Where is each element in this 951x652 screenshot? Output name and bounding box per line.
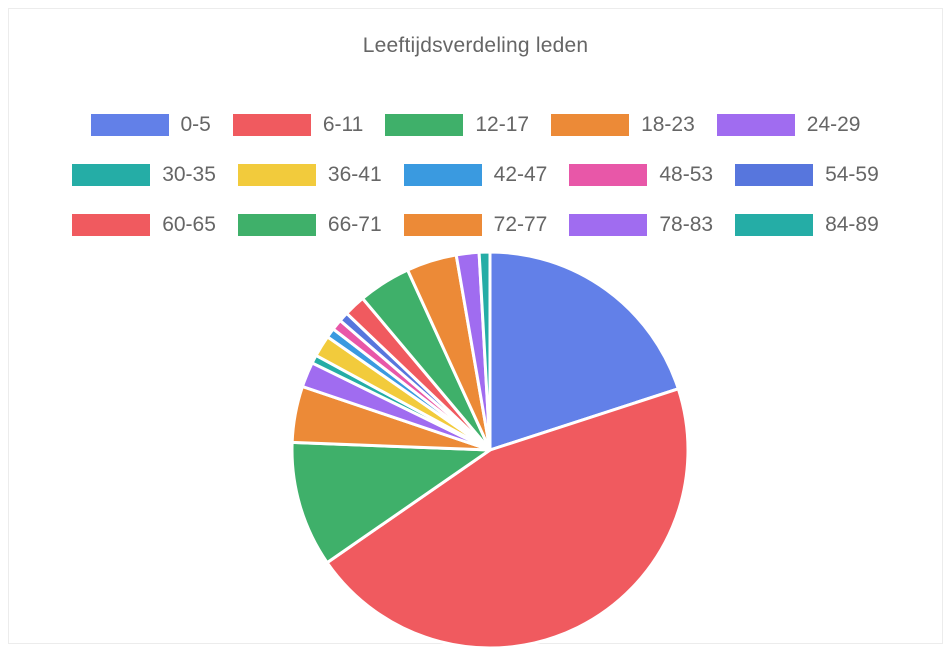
legend-item-12-17[interactable]: 12-17 bbox=[385, 113, 529, 137]
pie-slice-12-17[interactable] bbox=[290, 440, 495, 565]
legend-item-60-65[interactable]: 60-65 bbox=[72, 213, 216, 237]
legend-label: 66-71 bbox=[327, 213, 382, 236]
legend-label: 60-65 bbox=[162, 213, 216, 236]
legend-item-48-53[interactable]: 48-53 bbox=[569, 163, 713, 187]
legend-label: 42-47 bbox=[493, 163, 548, 186]
legend-item-42-47[interactable]: 42-47 bbox=[403, 163, 548, 187]
legend-swatch bbox=[735, 164, 814, 186]
legend-swatch bbox=[237, 214, 316, 236]
legend-label: 36-41 bbox=[327, 163, 382, 186]
legend-label: 12-17 bbox=[475, 113, 530, 136]
legend-swatch bbox=[385, 114, 464, 136]
legend-item-0-5[interactable]: 0-5 bbox=[90, 113, 211, 137]
legend-item-24-29[interactable]: 24-29 bbox=[716, 113, 861, 137]
legend-label: 0-5 bbox=[180, 113, 211, 136]
legend-item-6-11[interactable]: 6-11 bbox=[232, 113, 364, 137]
legend-item-54-59[interactable]: 54-59 bbox=[735, 163, 879, 187]
legend-item-30-35[interactable]: 30-35 bbox=[72, 163, 216, 187]
legend-swatch bbox=[551, 114, 630, 136]
legend-row: 0-5 6-11 12-17 18-23 24-29 bbox=[0, 100, 951, 150]
legend-swatch bbox=[716, 114, 795, 136]
legend-swatch bbox=[735, 214, 814, 236]
legend-item-36-41[interactable]: 36-41 bbox=[237, 163, 382, 187]
legend-item-78-83[interactable]: 78-83 bbox=[569, 213, 713, 237]
legend-label: 24-29 bbox=[806, 113, 861, 136]
legend-item-84-89[interactable]: 84-89 bbox=[735, 213, 879, 237]
legend-item-18-23[interactable]: 18-23 bbox=[551, 113, 695, 137]
legend-row: 60-65 66-71 72-77 78-83 84-89 bbox=[0, 200, 951, 250]
legend-swatch bbox=[403, 164, 482, 186]
pie-slice-0-5[interactable] bbox=[488, 250, 681, 453]
legend-item-72-77[interactable]: 72-77 bbox=[403, 213, 548, 237]
legend-swatch bbox=[90, 114, 169, 136]
legend-swatch bbox=[232, 114, 311, 136]
pie-slice-6-11[interactable] bbox=[325, 386, 690, 650]
legend-label: 54-59 bbox=[825, 163, 879, 186]
legend-swatch bbox=[403, 214, 482, 236]
legend-swatch bbox=[569, 164, 648, 186]
chart-title: Leeftijdsverdeling leden bbox=[362, 34, 589, 57]
legend-label: 78-83 bbox=[659, 213, 714, 236]
legend-label: 18-23 bbox=[641, 113, 695, 136]
legend-label: 48-53 bbox=[659, 163, 714, 186]
legend-label: 84-89 bbox=[825, 213, 879, 236]
legend-label: 6-11 bbox=[322, 113, 364, 136]
legend-label: 30-35 bbox=[162, 163, 216, 186]
legend-label: 72-77 bbox=[493, 213, 548, 236]
legend-swatch bbox=[237, 164, 316, 186]
legend-item-66-71[interactable]: 66-71 bbox=[237, 213, 382, 237]
pie-slice-84-89[interactable] bbox=[477, 250, 492, 451]
legend-swatch bbox=[569, 214, 648, 236]
chart-legend: 0-5 6-11 12-17 18-23 24-29 30-35 36-41 42-47 48… bbox=[0, 100, 951, 250]
legend-swatch bbox=[72, 214, 151, 236]
legend-swatch bbox=[72, 164, 151, 186]
legend-row: 30-35 36-41 42-47 48-53 54-59 bbox=[0, 150, 951, 200]
